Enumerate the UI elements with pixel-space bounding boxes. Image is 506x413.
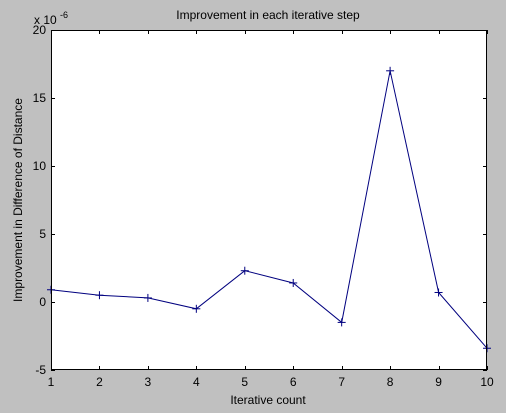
y-tick-label: 15 <box>33 91 47 105</box>
series-layer <box>47 66 491 353</box>
x-tick-label: 2 <box>96 375 103 389</box>
x-tick-label: 9 <box>435 375 442 389</box>
y-axis-exponent: x 10 -6 <box>34 10 68 27</box>
series-line <box>50 70 488 349</box>
x-tick-label: 7 <box>338 375 345 389</box>
data-point-marker <box>289 278 298 287</box>
data-point-marker <box>434 288 443 297</box>
x-tick-label: 4 <box>193 375 200 389</box>
x-tick-label: 1 <box>48 375 55 389</box>
y-tick-label: 5 <box>39 227 46 241</box>
data-point-marker <box>192 304 201 313</box>
y-tick-label: -5 <box>35 363 46 377</box>
x-tick-label: 5 <box>241 375 248 389</box>
x-tick-label: 8 <box>387 375 394 389</box>
x-tick-label: 6 <box>290 375 297 389</box>
x-tick-label: 10 <box>480 375 494 389</box>
data-point-marker <box>95 291 104 300</box>
x-tick-label: 3 <box>145 375 152 389</box>
data-point-marker <box>386 66 395 75</box>
exponent-power: -6 <box>60 10 68 20</box>
chart-title: Improvement in each iterative step <box>176 8 360 22</box>
y-axis-label: Improvement in Difference of Distance <box>11 98 25 302</box>
y-tick-label: 0 <box>39 295 46 309</box>
y-tick-label: 20 <box>33 23 47 37</box>
x-axis-label: Iterative count <box>230 393 306 407</box>
plot-frame <box>51 30 487 370</box>
data-point-marker <box>337 318 346 327</box>
plot-area <box>51 30 487 370</box>
y-tick-label: 10 <box>33 159 47 173</box>
exponent-base: x 10 <box>34 13 57 27</box>
data-point-marker <box>240 266 249 275</box>
y-axis-ticks: -5 0 5 10 15 20 <box>33 23 487 377</box>
data-point-marker <box>143 293 152 302</box>
